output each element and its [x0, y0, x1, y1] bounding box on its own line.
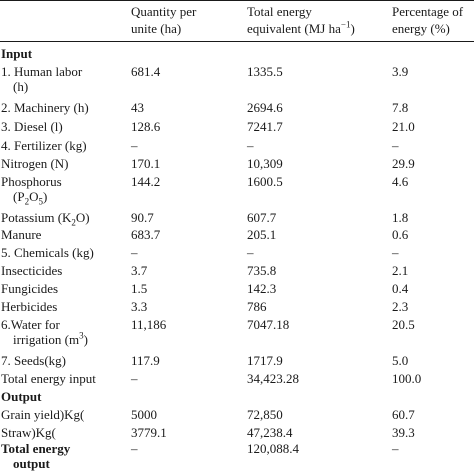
row-quantity: 117.9 — [131, 353, 160, 368]
row-percent: 29.9 — [392, 156, 415, 171]
row-quantity: 1.5 — [131, 281, 148, 296]
row-label: Total energy output — [1, 441, 71, 471]
row-quantity: – — [131, 245, 138, 260]
row-label: Herbicides — [1, 299, 58, 314]
row-energy: 7047.18 — [247, 317, 290, 332]
row-percent: 5.0 — [392, 353, 409, 368]
row-percent: 60.7 — [392, 407, 415, 422]
header-energy: Total energy equivalent (MJ ha−1) — [247, 3, 355, 37]
row-label: Phosphorus (P2O5) — [1, 174, 62, 207]
row-percent: 21.0 — [392, 119, 415, 134]
row-energy: 34,423.28 — [247, 371, 299, 386]
row-energy: 1335.5 — [247, 64, 283, 79]
row-percent: 2.1 — [392, 263, 409, 278]
row-label: 5. Chemicals (kg) — [1, 245, 94, 260]
row-energy: 7241.7 — [247, 119, 283, 134]
row-percent: – — [392, 245, 399, 260]
row-energy: 10,309 — [247, 156, 283, 171]
row-percent: 39.3 — [392, 425, 415, 440]
row-label: Straw)Kg( — [1, 425, 56, 440]
row-energy: 1600.5 — [247, 174, 283, 189]
section-output: Output — [1, 389, 42, 404]
row-quantity: 90.7 — [131, 210, 154, 225]
row-label: Fungicides — [1, 281, 59, 296]
row-quantity: 11,186 — [131, 317, 167, 332]
header-percent-line2: energy (%) — [392, 21, 450, 36]
row-percent: 1.8 — [392, 210, 409, 225]
row-energy: – — [247, 138, 254, 153]
row-quantity: 128.6 — [131, 119, 161, 134]
row-quantity: 5000 — [131, 407, 157, 422]
table-top-rule — [0, 0, 474, 1]
row-percent: 0.4 — [392, 281, 409, 296]
header-percent-line1: Percentage of — [392, 4, 464, 19]
row-label: 6.Water for irrigation (m3) — [1, 317, 88, 347]
row-percent: – — [392, 441, 399, 456]
row-energy: 120,088.4 — [247, 441, 299, 456]
row-energy: 607.7 — [247, 210, 277, 225]
header-energy-line1: Total energy — [247, 4, 312, 19]
header-quantity-line2: unite (ha) — [131, 21, 182, 36]
row-quantity: 681.4 — [131, 64, 161, 79]
row-energy: – — [247, 245, 254, 260]
header-bottom-rule — [0, 41, 474, 42]
row-label: 1. Human labor (h) — [1, 64, 83, 94]
row-energy: 142.3 — [247, 281, 277, 296]
row-label: 7. Seeds(kg) — [1, 353, 66, 368]
row-quantity: – — [131, 371, 138, 386]
row-quantity: – — [131, 138, 138, 153]
header-quantity-line1: Quantity per — [131, 4, 197, 19]
row-energy: 1717.9 — [247, 353, 283, 368]
header-percent: Percentage of energy (%) — [392, 3, 463, 37]
row-energy: 2694.6 — [247, 100, 283, 115]
header-energy-line2: equivalent (MJ ha−1) — [247, 19, 355, 36]
section-input: Input — [1, 46, 33, 61]
row-label: Manure — [1, 227, 42, 242]
row-energy: 47,238.4 — [247, 425, 293, 440]
row-quantity: 144.2 — [131, 174, 161, 189]
row-energy: 786 — [247, 299, 267, 314]
row-label: Insecticides — [1, 263, 63, 278]
row-quantity: – — [131, 441, 138, 456]
row-percent: 7.8 — [392, 100, 409, 115]
row-energy: 72,850 — [247, 407, 283, 422]
row-quantity: 43 — [131, 100, 144, 115]
row-quantity: 170.1 — [131, 156, 161, 171]
row-quantity: 683.7 — [131, 227, 161, 242]
row-percent: 100.0 — [392, 371, 422, 386]
row-percent: – — [392, 138, 399, 153]
row-quantity: 3.3 — [131, 299, 148, 314]
row-percent: 2.3 — [392, 299, 409, 314]
row-label: Grain yield)Kg( — [1, 407, 85, 422]
row-percent: 0.6 — [392, 227, 409, 242]
row-label: Nitrogen (N) — [1, 156, 69, 171]
row-quantity: 3779.1 — [131, 425, 167, 440]
row-percent: 4.6 — [392, 174, 409, 189]
row-quantity: 3.7 — [131, 263, 148, 278]
row-label: 2. Machinery (h) — [1, 100, 89, 115]
row-label: 3. Diesel (l) — [1, 119, 63, 134]
row-percent: 20.5 — [392, 317, 415, 332]
row-label: Total energy input — [1, 371, 96, 386]
row-label: 4. Fertilizer (kg) — [1, 138, 87, 153]
row-label: Potassium (K2O) — [1, 210, 90, 228]
row-energy: 205.1 — [247, 227, 277, 242]
row-energy: 735.8 — [247, 263, 277, 278]
header-quantity: Quantity per unite (ha) — [131, 3, 196, 37]
row-percent: 3.9 — [392, 64, 409, 79]
